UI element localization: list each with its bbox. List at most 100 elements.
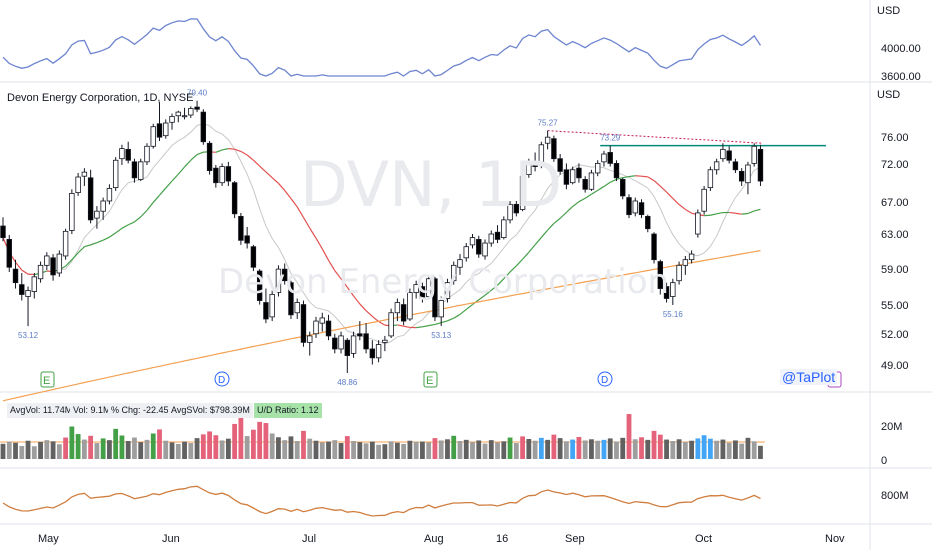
volume-bar — [138, 442, 144, 459]
sma-21-segment — [196, 151, 204, 156]
top-tick-3600: 3600.00 — [881, 71, 921, 83]
volume-bar — [733, 440, 738, 459]
sma-21-segment — [165, 180, 173, 189]
candle-body — [476, 239, 482, 255]
volume-bar — [382, 444, 388, 459]
candle-body — [632, 200, 638, 214]
candle-body — [19, 284, 25, 295]
candle-body — [69, 193, 75, 231]
vol-stat: Vol: 9.1M — [70, 403, 114, 418]
candle-body — [569, 169, 576, 184]
volume-bar — [332, 440, 338, 459]
volume-bar — [363, 443, 369, 459]
candle-body — [363, 333, 369, 350]
candle-body — [676, 264, 682, 282]
volume-bar — [632, 439, 638, 459]
candle-body — [225, 166, 232, 182]
volume-bar — [457, 441, 463, 459]
earnings-marker[interactable]: E — [40, 371, 55, 388]
event-markers: E D E D E — [40, 371, 842, 388]
dividend-marker[interactable]: D — [597, 371, 613, 387]
volume-bar — [132, 437, 137, 459]
volume-bar — [125, 441, 131, 459]
volume-bar — [758, 445, 763, 459]
sma-21-segment — [584, 193, 592, 199]
volume-bar — [751, 441, 757, 459]
volume-bar — [238, 416, 244, 459]
volume-bar — [175, 443, 181, 459]
volume-bar — [225, 438, 231, 459]
volume-bar — [269, 433, 275, 459]
candle-body — [751, 145, 757, 164]
volume-bar — [288, 436, 294, 459]
sma-21-segment — [159, 187, 167, 196]
sma-21-segment — [754, 208, 761, 212]
volume-bar — [420, 441, 425, 459]
volume-bar — [19, 445, 25, 459]
sma-21-segment — [609, 178, 617, 183]
candle-body — [119, 148, 125, 160]
candle-body — [112, 159, 119, 189]
candle-body — [494, 231, 501, 240]
volume-bar — [488, 440, 494, 459]
sma-21-segment — [221, 148, 229, 151]
volume-bar — [38, 441, 43, 459]
sma-21-segment — [277, 182, 286, 191]
volume-bar — [589, 439, 594, 459]
candle-body — [313, 320, 319, 335]
volume-bar — [394, 442, 400, 459]
sma-21-segment — [259, 165, 267, 173]
volume-bar — [88, 435, 94, 459]
candle-body — [707, 169, 714, 189]
dividend-marker[interactable]: D — [214, 371, 230, 387]
indicator-lines — [2, 18, 826, 517]
volume-bar — [682, 441, 688, 459]
volume-bar — [726, 442, 732, 459]
sma-21-segment — [509, 265, 517, 273]
candle-body — [488, 233, 494, 244]
sma-21-segment — [553, 217, 561, 224]
volume-bar — [257, 421, 263, 459]
candle-body — [213, 167, 219, 184]
candle-body — [31, 276, 37, 292]
candle-body — [419, 286, 426, 299]
trendline-dotted — [547, 130, 763, 144]
volume-bar — [263, 423, 269, 459]
sma-21-segment — [152, 194, 160, 203]
volume-bar — [100, 438, 106, 459]
top-tick-4000: 4000.00 — [881, 43, 921, 55]
sma-21-segment — [547, 223, 555, 231]
x-label-aug: Aug — [424, 533, 444, 545]
volume-bar — [251, 429, 256, 459]
candle-body — [206, 142, 213, 171]
sma-21-segment — [65, 259, 73, 267]
candle-body — [620, 179, 626, 197]
candle-body — [413, 284, 419, 293]
candle-body — [638, 202, 645, 216]
volume-bar — [0, 443, 6, 459]
candle-body — [732, 161, 739, 171]
candle-body — [670, 282, 676, 297]
price-tick-49: 49.00 — [881, 360, 909, 372]
volume-bar — [344, 436, 350, 459]
earnings-marker-label: E — [43, 375, 50, 387]
sma-21-segment — [109, 232, 117, 238]
sma-21-segment — [597, 185, 605, 191]
volume-bar — [81, 439, 87, 459]
candle-body — [100, 200, 106, 212]
volume-bar — [645, 439, 651, 459]
volume-bar — [44, 440, 50, 459]
ud-ratio-stat: U/D Ratio: 1.12 — [254, 403, 322, 418]
candle-body — [288, 282, 294, 316]
volume-bar — [213, 435, 219, 459]
sma-21-segment — [422, 325, 429, 328]
candle-body — [75, 176, 81, 193]
volume-bar — [614, 441, 619, 459]
volume-bar — [388, 441, 394, 459]
sma-21-segment — [628, 175, 636, 178]
candle-body — [369, 348, 376, 359]
candle-body — [250, 246, 257, 268]
volume-bar — [307, 438, 313, 459]
earnings-marker[interactable]: E — [423, 371, 438, 388]
candle-body — [294, 302, 300, 314]
